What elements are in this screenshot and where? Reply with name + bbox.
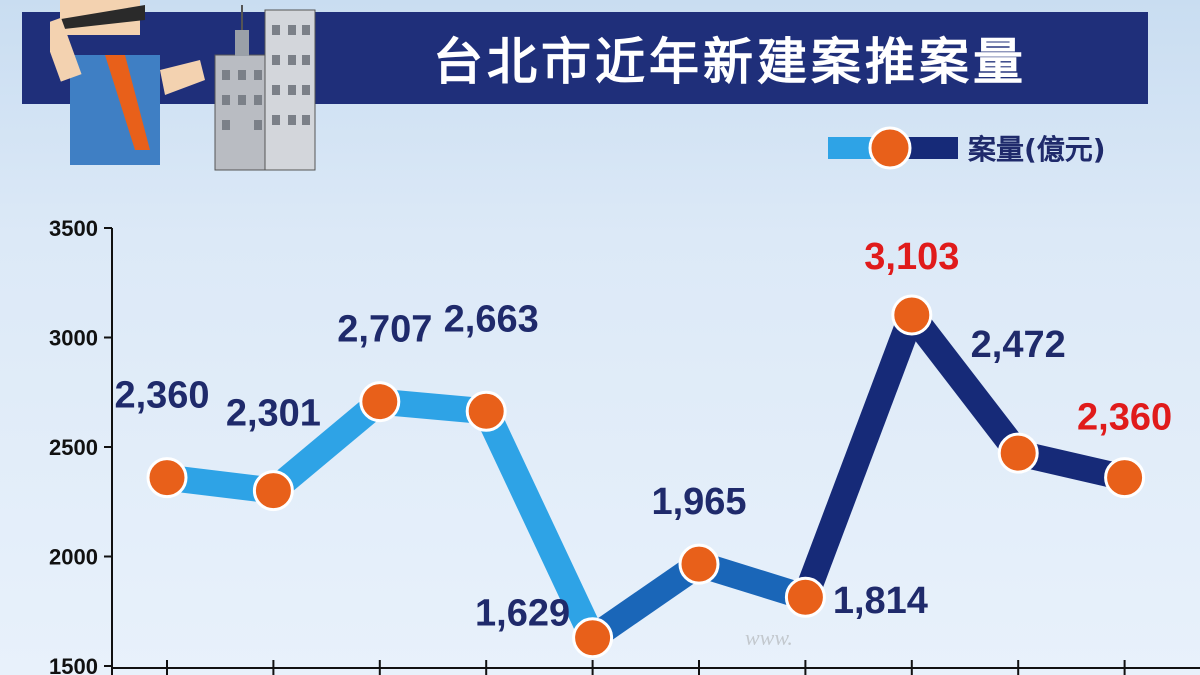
data-point-marker <box>465 390 507 432</box>
data-label: 2,472 <box>971 324 1066 366</box>
series-line-segment <box>585 553 707 649</box>
data-point-marker <box>678 543 720 585</box>
data-label: 1,965 <box>651 481 746 523</box>
watermark: www. <box>745 625 793 650</box>
data-label: 2,707 <box>337 309 432 351</box>
data-point-marker <box>784 576 826 618</box>
data-point-marker <box>146 457 188 499</box>
series-line-segment <box>901 307 1029 462</box>
data-label: 3,103 <box>864 236 959 278</box>
legend-line-marker-icon <box>828 126 958 170</box>
y-tick-label: 2500 <box>49 435 98 460</box>
title-banner <box>22 12 1148 104</box>
data-point-marker <box>252 470 294 512</box>
series-line-segment <box>474 405 605 644</box>
chart-title: 台北市近年新建案推案量 <box>433 33 1027 91</box>
data-label: 2,360 <box>114 375 209 417</box>
data-point-marker <box>572 617 614 659</box>
y-tick-label: 3000 <box>49 326 98 351</box>
series-line-segment <box>793 310 924 602</box>
y-tick-label: 3500 <box>49 216 98 241</box>
data-label: 2,360 <box>1077 397 1172 439</box>
data-point-marker <box>891 294 933 336</box>
data-point-marker <box>1104 457 1146 499</box>
data-label: 2,663 <box>444 298 539 340</box>
y-tick-label: 2000 <box>49 545 98 570</box>
data-label: 1,814 <box>833 580 928 622</box>
data-point-marker <box>997 432 1039 474</box>
data-label: 1,629 <box>475 593 570 635</box>
businessman-buildings-illustration <box>50 0 316 171</box>
legend: 案量(億元) <box>828 120 1106 176</box>
data-point-marker <box>359 381 401 423</box>
legend-label: 案量(億元) <box>968 133 1106 166</box>
series-line-segment <box>265 391 389 501</box>
y-tick-label: 1500 <box>49 654 98 675</box>
data-label: 2,301 <box>226 393 321 435</box>
